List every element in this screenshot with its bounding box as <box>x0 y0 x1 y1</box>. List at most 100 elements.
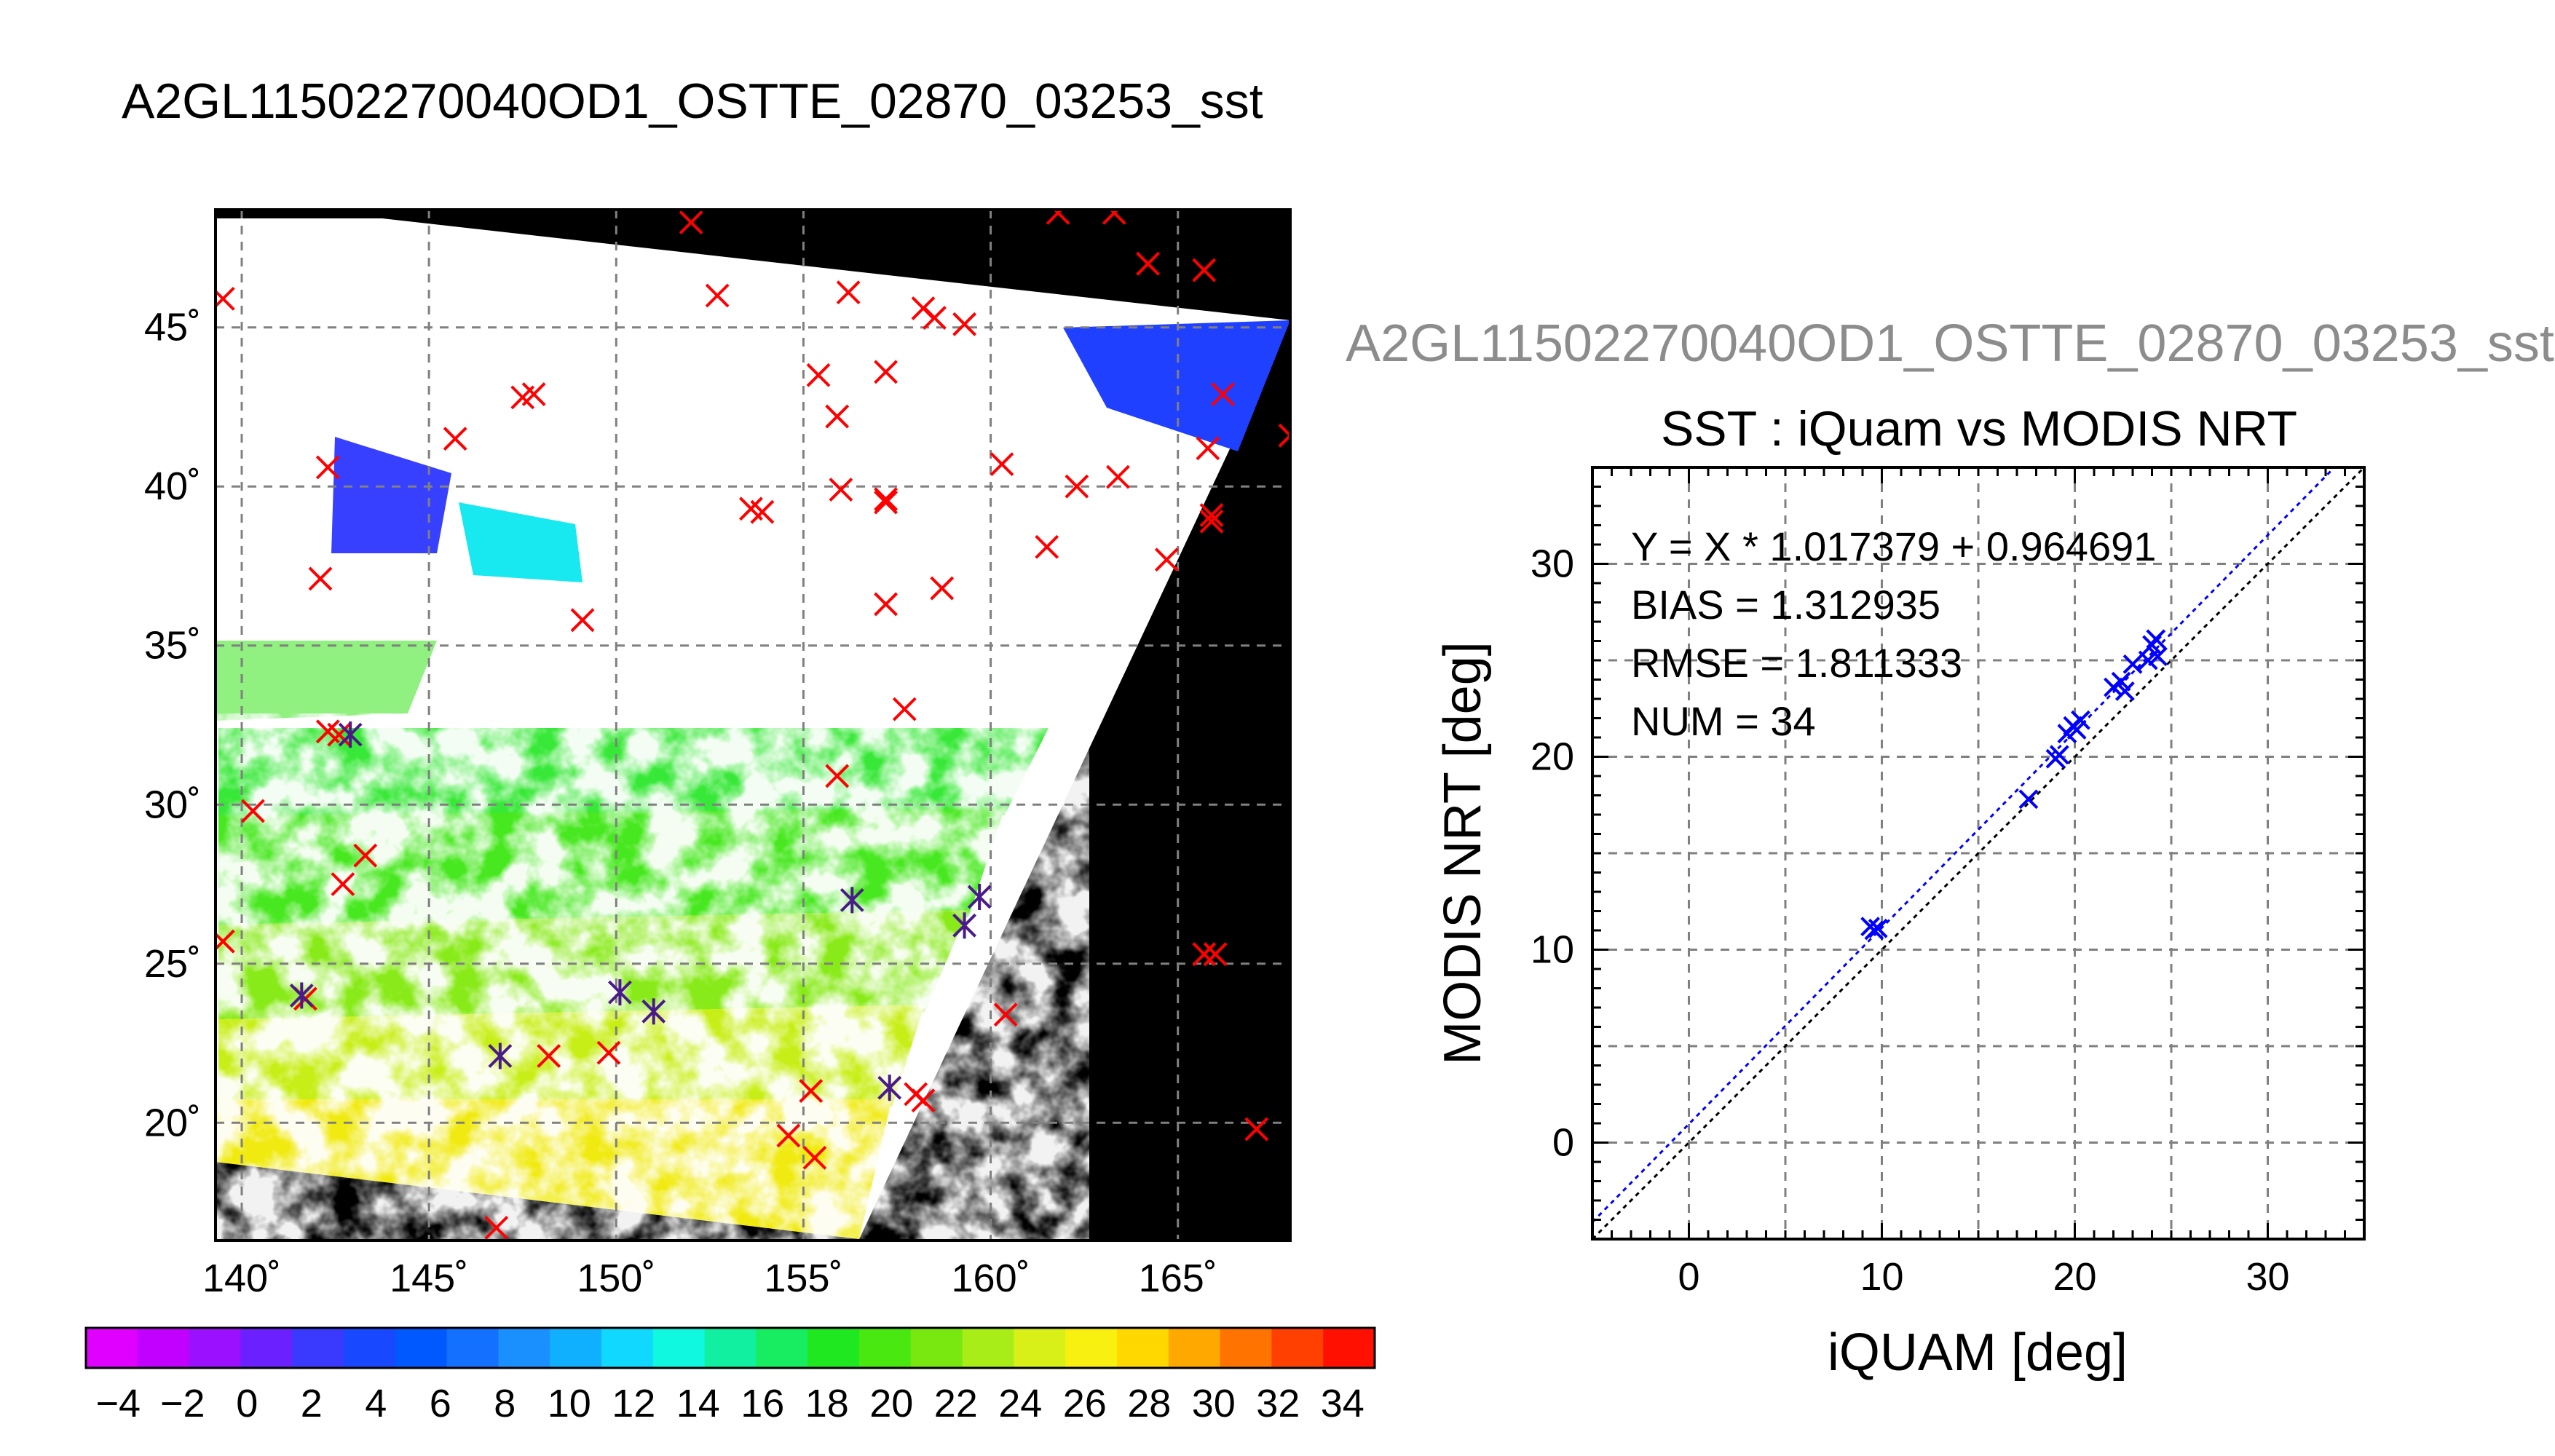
map-marker-match <box>799 1079 824 1104</box>
colorbar-tick-labels: −4 −2 0 2 4 6 8 10 12 14 16 18 20 22 24 26 28 30 32 34 <box>95 1382 1364 1425</box>
colorbar-tick-label: 28 <box>1127 1382 1171 1425</box>
map-x-tick-label: 145˚ <box>390 1257 468 1300</box>
colorbar-swatch <box>86 1328 138 1368</box>
colorbar-swatch <box>1014 1328 1066 1368</box>
map-marker-match <box>825 764 850 788</box>
map-marker-valid <box>338 721 363 748</box>
map-marker-match <box>353 843 378 868</box>
scatter-x-ticks: 0 10 20 30 <box>1678 1255 2289 1299</box>
colorbar-tick-label: 12 <box>612 1382 655 1425</box>
scatter-x-tick-label: 30 <box>2246 1255 2289 1299</box>
map-marker-match <box>1211 382 1235 406</box>
scatter-markers <box>1860 629 2168 941</box>
scatter-x-tick-label: 20 <box>2053 1255 2096 1299</box>
map-marker-match <box>874 490 898 515</box>
map-marker-match <box>596 1040 621 1065</box>
map-marker-match <box>1192 942 1217 967</box>
colorbar-swatch <box>652 1328 706 1368</box>
scatter-stats: Y = X * 1.017379 + 0.964691 BIAS = 1.3129… <box>1631 523 2156 744</box>
scatter-gridlines <box>1592 467 2364 1239</box>
map-marker-match <box>1203 942 1228 967</box>
scatter-y-ticks: 0 10 20 30 <box>1531 542 1574 1165</box>
map-marker-match <box>327 722 352 747</box>
map-markers <box>216 210 1290 1240</box>
colorbar-swatch <box>550 1328 602 1368</box>
map-marker-match <box>1196 436 1220 461</box>
map-marker-match <box>705 283 730 308</box>
map-y-tick-label: 30˚ <box>144 783 201 826</box>
scatter-stat-line: BIAS = 1.312935 <box>1631 582 1940 628</box>
scatter-point <box>2146 629 2166 649</box>
map-marker-match <box>836 280 861 305</box>
scatter-y-tick-label: 20 <box>1531 735 1574 779</box>
map-marker-match <box>1136 251 1160 276</box>
colorbar-swatch <box>1117 1328 1169 1368</box>
map-marker-match <box>443 427 467 451</box>
map-x-tick-label: 150˚ <box>577 1257 655 1300</box>
scatter-y-tick-label: 10 <box>1531 928 1574 972</box>
map-marker-match <box>923 306 947 331</box>
map-marker-valid <box>289 982 314 1009</box>
scatter-y-label: MODIS NRT [deg] <box>1434 641 1492 1065</box>
scatter-stat-line: NUM = 34 <box>1631 698 1816 744</box>
figure-title: A2GL11502270040OD1_OSTTE_02870_03253_sst <box>122 74 1263 129</box>
sst-swath <box>216 218 1290 1241</box>
sst-map: 140˚ 145˚ 150˚ 155˚ 160˚ 165˚ 20˚ 25˚ 30˚ 35˚ 40˚… <box>144 208 1292 1300</box>
scatter-y-tick-label: 30 <box>1531 542 1574 586</box>
map-marker-valid <box>967 884 992 910</box>
map-marker-match <box>874 360 898 384</box>
scatter-x-tick-label: 10 <box>1860 1255 1903 1299</box>
map-marker-match <box>331 872 355 896</box>
fit-line <box>1592 467 2337 1223</box>
map-marker-valid <box>840 887 864 914</box>
colorbar-tick-label: 14 <box>676 1382 720 1425</box>
scatter-point <box>2148 646 2168 667</box>
map-marker-match <box>990 452 1014 477</box>
map-marker-match <box>1102 210 1126 225</box>
map-marker-valid <box>488 1042 513 1069</box>
map-marker-match <box>570 608 595 633</box>
map-y-tick-label: 20˚ <box>144 1101 201 1144</box>
map-y-tick-label: 25˚ <box>144 942 201 986</box>
map-marker-match <box>1192 258 1217 282</box>
scatter-x-tick-label: 0 <box>1678 1255 1699 1299</box>
colorbar-swatch <box>962 1328 1014 1368</box>
map-marker-match <box>1154 547 1179 572</box>
map-frame <box>214 208 1292 1242</box>
colorbar-tick-label: 26 <box>1063 1382 1107 1425</box>
colorbar-swatch <box>910 1328 963 1368</box>
scatter-point <box>2018 789 2039 810</box>
colorbar-tick-label: 0 <box>236 1382 258 1425</box>
map-marker-valid <box>952 912 976 939</box>
map-marker-match <box>776 1123 801 1148</box>
colorbar-swatch <box>446 1328 499 1368</box>
map-x-tick-label: 140˚ <box>202 1257 281 1300</box>
map-x-tick-label: 155˚ <box>764 1257 842 1300</box>
scatter-point <box>2122 654 2143 674</box>
map-marker-match <box>1046 210 1070 225</box>
colorbar-tick-label: 2 <box>301 1382 323 1425</box>
colorbar-tick-label: 34 <box>1321 1382 1365 1425</box>
scatter-point <box>2066 719 2087 740</box>
colorbar-swatch <box>240 1328 293 1368</box>
colorbar-swatch <box>601 1328 654 1368</box>
colorbar-swatch <box>704 1328 757 1368</box>
map-marker-match <box>484 1216 509 1240</box>
map-marker-match <box>521 382 546 406</box>
colorbar-tick-label: 20 <box>869 1382 913 1425</box>
scatter-point <box>2114 681 2135 701</box>
colorbar-swatch <box>807 1328 860 1368</box>
map-marker-match <box>829 478 853 502</box>
colorbar-swatch <box>1168 1328 1221 1368</box>
map-marker-match <box>308 566 333 591</box>
map-y-tick-label: 45˚ <box>144 306 201 349</box>
colorbar-tick-label: 30 <box>1192 1382 1236 1425</box>
colorbar-swatch <box>1271 1328 1324 1368</box>
map-marker-valid <box>641 998 666 1025</box>
colorbar-swatch <box>1065 1328 1118 1368</box>
colorbar-tick-label: 22 <box>934 1382 978 1425</box>
map-x-tick-label: 165˚ <box>1139 1257 1217 1300</box>
colorbar-tick-label: 16 <box>741 1382 784 1425</box>
colorbar-frame <box>84 1326 1376 1369</box>
